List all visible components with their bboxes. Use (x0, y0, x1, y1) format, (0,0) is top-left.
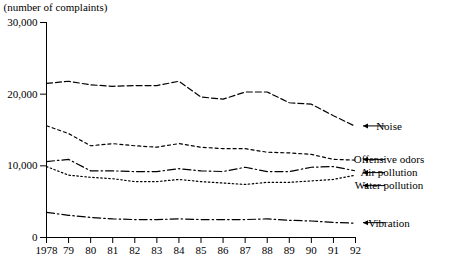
svg-text:92: 92 (350, 244, 361, 256)
svg-text:10,000: 10,000 (7, 159, 38, 171)
svg-text:0: 0 (32, 231, 38, 243)
svg-text:Air pollution: Air pollution (360, 166, 418, 178)
svg-text:89: 89 (284, 244, 296, 256)
svg-text:20,000: 20,000 (7, 88, 38, 100)
svg-text:(number of complaints): (number of complaints) (4, 1, 108, 14)
svg-text:84: 84 (173, 244, 185, 256)
svg-text:80: 80 (85, 244, 97, 256)
svg-text:87: 87 (240, 244, 252, 256)
svg-text:Offensive odors: Offensive odors (354, 153, 424, 165)
svg-text:82: 82 (129, 244, 140, 256)
svg-text:30,000: 30,000 (7, 16, 38, 28)
svg-text:81: 81 (107, 244, 118, 256)
svg-text:Vibration: Vibration (368, 217, 410, 229)
svg-text:86: 86 (218, 244, 230, 256)
svg-text:79: 79 (63, 244, 75, 256)
svg-text:90: 90 (306, 244, 318, 256)
svg-text:83: 83 (151, 244, 163, 256)
svg-text:1978: 1978 (36, 244, 59, 256)
svg-text:91: 91 (328, 244, 339, 256)
svg-text:Water pollution: Water pollution (355, 179, 424, 191)
svg-text:85: 85 (196, 244, 208, 256)
svg-text:Noise: Noise (376, 120, 402, 132)
svg-text:88: 88 (262, 244, 274, 256)
